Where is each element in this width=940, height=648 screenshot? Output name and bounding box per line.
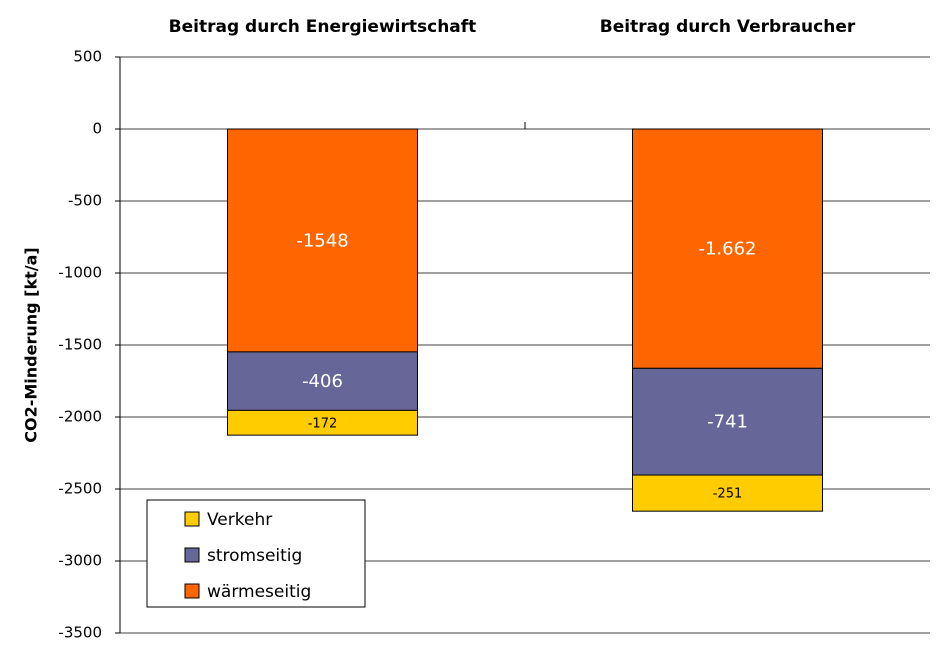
data-label: -741 [707,412,748,433]
y-tick-label: -3500 [58,624,102,642]
y-tick-label: -500 [68,192,102,210]
y-tick-label: 500 [73,48,102,66]
y-tick-label: -1500 [58,336,102,354]
data-label: -251 [713,487,743,502]
category-label: Beitrag durch Energiewirtschaft [169,17,477,37]
legend-label: Verkehr [207,510,272,530]
data-label: -1548 [296,230,348,251]
bar-segment [632,474,823,512]
y-axis-label: CO2-Minderung [kt/a] [22,247,41,442]
legend-swatch [184,547,200,563]
bar-segment [227,409,418,436]
y-tick-label: -1000 [58,264,102,282]
y-tick-label: -2000 [58,408,102,426]
category-label: Beitrag durch Verbraucher [600,17,856,37]
bar-segment [227,128,418,353]
bar-segment [632,128,823,369]
legend-box [146,499,366,608]
legend-label: stromseitig [207,546,302,566]
legend-label: wärmeseitig [207,582,311,602]
bar-segment [632,367,823,476]
legend-swatch [184,511,200,527]
data-label: -1.662 [698,239,756,260]
y-tick-label: -3000 [58,552,102,570]
data-label: -406 [302,371,343,392]
data-label: -172 [308,416,338,431]
y-tick-label: 0 [92,120,102,138]
bar-segment [227,351,418,411]
y-tick-label: -2500 [58,480,102,498]
legend-swatch [184,583,200,599]
